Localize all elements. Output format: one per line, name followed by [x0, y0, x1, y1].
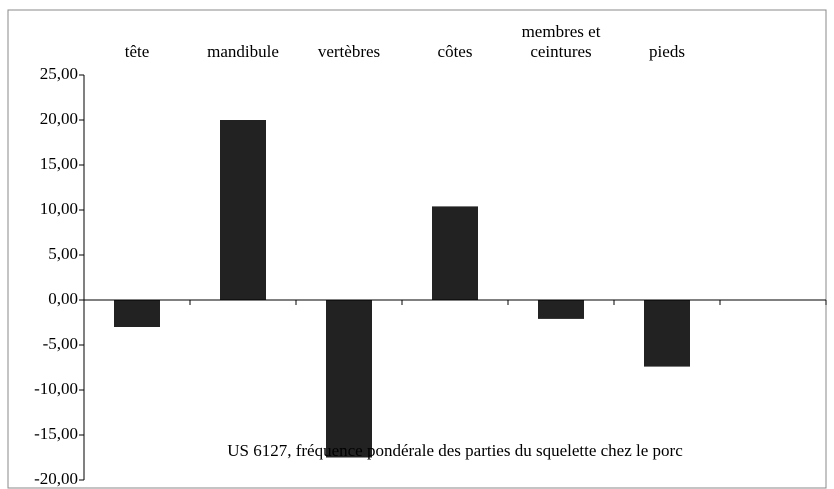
- x-tick-label: pieds: [649, 42, 685, 61]
- y-tick-label: 25,00: [40, 64, 78, 83]
- x-tick-label: côtes: [437, 42, 473, 61]
- y-tick-label: 20,00: [40, 109, 78, 128]
- x-tick-label: mandibule: [207, 42, 279, 61]
- bar: [114, 300, 160, 327]
- y-tick-label: -10,00: [34, 379, 78, 398]
- bar: [538, 300, 584, 319]
- y-tick-label: -15,00: [34, 424, 78, 443]
- y-tick-label: -5,00: [43, 334, 78, 353]
- bar: [432, 206, 478, 300]
- y-tick-label: 10,00: [40, 199, 78, 218]
- x-tick-label: tête: [124, 42, 150, 61]
- bar: [220, 120, 266, 300]
- chart-title: US 6127, fréquence pondérale des parties…: [227, 441, 683, 460]
- bar: [326, 300, 372, 458]
- x-tick-label: membres et ceintures: [521, 22, 601, 61]
- x-tick-label: vertèbres: [317, 42, 381, 61]
- chart-frame: [7, 9, 827, 489]
- bar: [644, 300, 690, 367]
- y-tick-label: 0,00: [48, 289, 78, 308]
- y-tick-label: 15,00: [40, 154, 78, 173]
- y-tick-label: -20,00: [34, 469, 78, 488]
- y-tick-label: 5,00: [48, 244, 78, 263]
